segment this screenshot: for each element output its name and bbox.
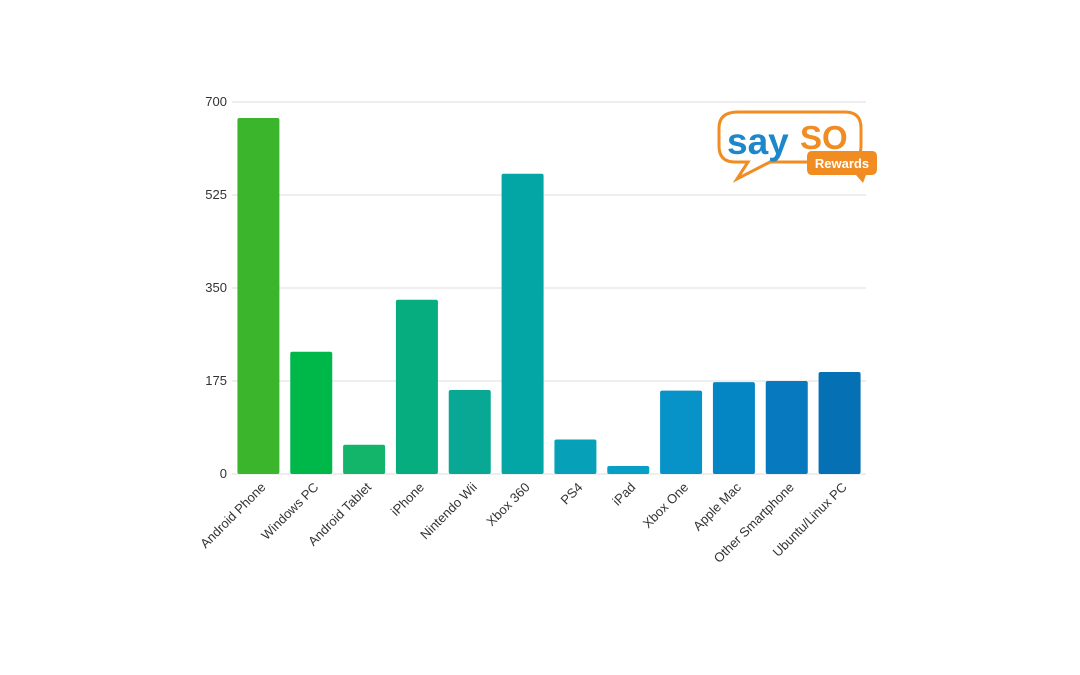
logo-say-text: say <box>727 121 789 162</box>
y-tick-label: 525 <box>205 187 227 202</box>
logo-so-text: SO <box>800 119 848 156</box>
x-category-label: PS4 <box>558 480 586 508</box>
gridlines <box>232 101 866 475</box>
y-tick-label: 0 <box>220 466 227 481</box>
logo-speech-bubble <box>717 110 863 183</box>
bar-iphone <box>395 299 438 474</box>
bar-xbox-360 <box>501 173 544 474</box>
bar-other-smartphone <box>765 381 808 474</box>
bar-ubuntu-linux-pc <box>818 371 861 474</box>
x-category-label: Apple Mac <box>690 479 744 533</box>
bars <box>237 117 861 474</box>
bar-nintendo-wii <box>448 390 491 474</box>
bar-apple-mac <box>712 382 755 474</box>
bar-ps4 <box>554 439 597 474</box>
y-tick-label: 175 <box>205 373 227 388</box>
bar-ipad <box>607 466 650 474</box>
x-category-label: Android Phone <box>197 480 268 551</box>
y-axis-tick-labels: 0 175 350 525 700 <box>205 94 227 481</box>
x-category-label: Xbox One <box>640 480 691 531</box>
bar-android-tablet <box>343 444 386 474</box>
x-category-label: iPhone <box>388 480 427 519</box>
x-category-label: Xbox 360 <box>483 480 532 529</box>
bar-android-phone <box>237 117 280 474</box>
x-category-label: iPad <box>609 480 638 509</box>
x-category-label: Nintendo Wii <box>417 479 480 542</box>
y-tick-label: 700 <box>205 94 227 109</box>
y-tick-label: 350 <box>205 280 227 295</box>
bar-windows-pc <box>290 351 333 474</box>
sayso-rewards-logo: say SO Rewards <box>717 110 877 183</box>
logo-rewards-text: Rewards <box>815 156 869 171</box>
bar-xbox-one <box>660 390 703 474</box>
logo-rewards-banner <box>807 151 877 183</box>
